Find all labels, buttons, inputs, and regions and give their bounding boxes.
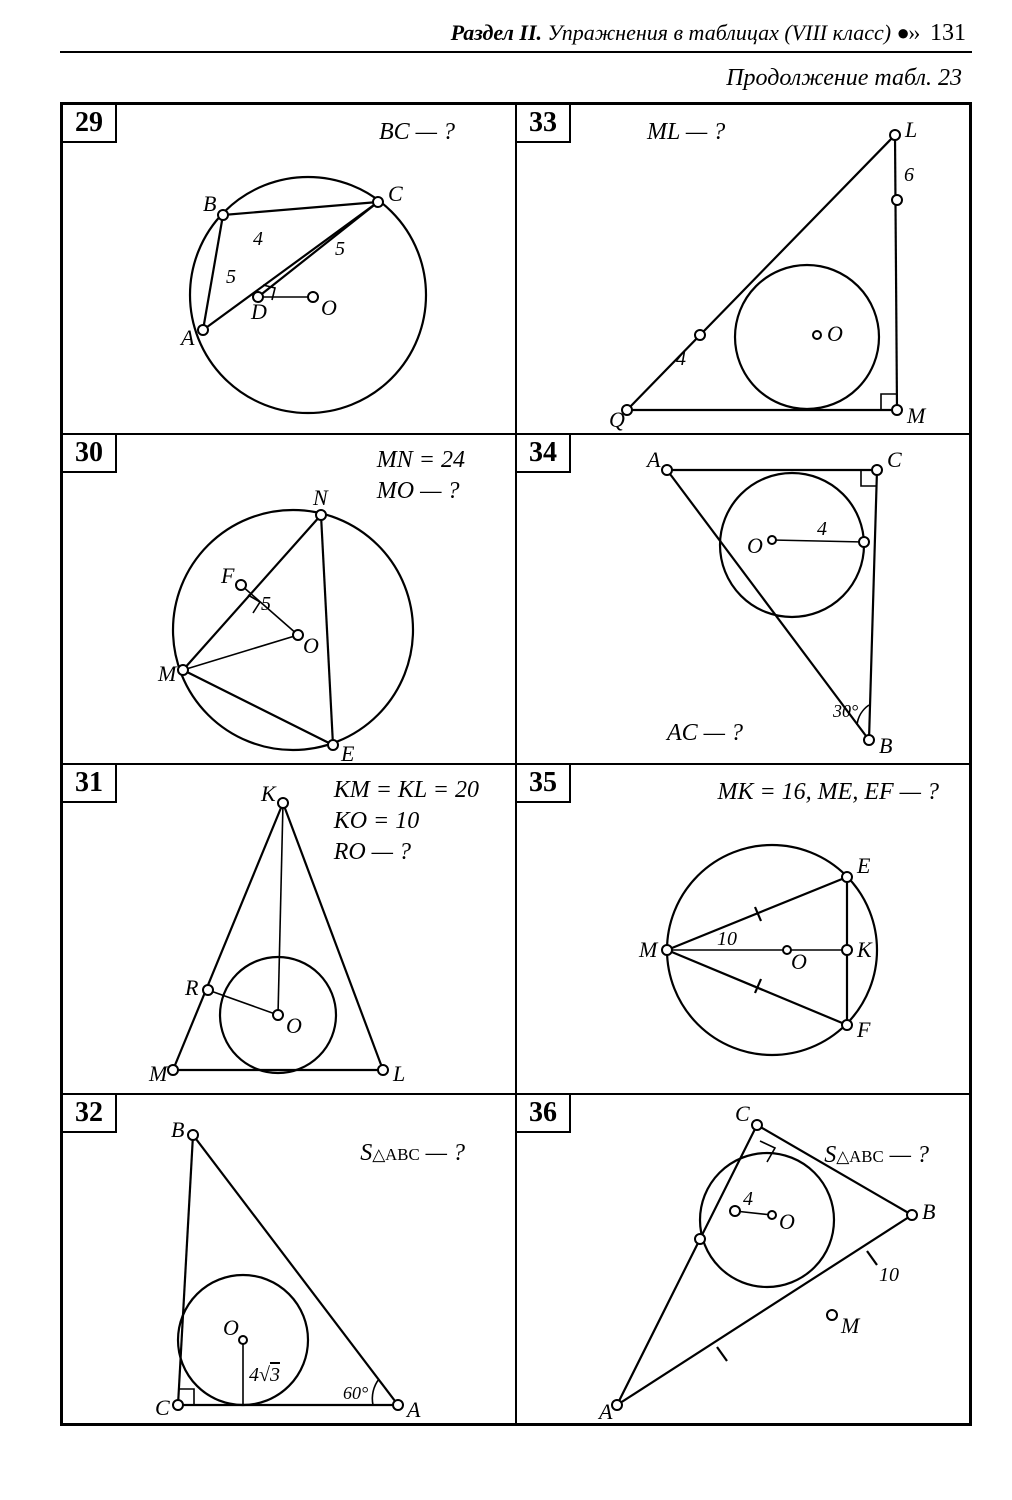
svg-text:Q: Q [609,407,625,432]
svg-text:4: 4 [743,1188,753,1210]
svg-text:5: 5 [226,266,236,288]
svg-text:6: 6 [904,164,914,186]
svg-text:10: 10 [879,1264,899,1286]
page: Раздел II. Упражнения в таблицах (VIII к… [0,0,1012,1500]
figure-34: A C B O 4 30° [517,435,967,764]
svg-text:M: M [638,937,659,962]
svg-text:N: N [312,485,329,510]
svg-text:M: M [148,1061,169,1086]
svg-text:O: O [303,633,319,658]
problem-grid: 29 BC — ? A B C D O 4 5 5 [60,102,972,1426]
svg-text:10: 10 [717,928,737,950]
header-rule [60,51,972,53]
page-number: 131 [930,20,966,46]
svg-text:4: 4 [676,348,686,370]
cell-34: 34 AC — ? A C B O 4 30° [516,434,970,764]
ornament-icon: ●›› [897,20,919,45]
svg-text:4: 4 [253,228,263,250]
svg-text:O: O [747,533,763,558]
figure-29: A B C D O 4 5 5 [63,105,513,434]
svg-text:B: B [879,733,892,758]
svg-text:K: K [260,781,277,806]
svg-text:60°: 60° [343,1383,368,1403]
cell-36: 36 S△ABC — ? A B C M O 4 [516,1094,970,1424]
svg-text:4: 4 [817,518,827,540]
svg-text:O: O [286,1013,302,1038]
cell-32: 32 S△ABC — ? A B C O 4√3 60° [62,1094,516,1424]
svg-text:A: A [645,447,661,472]
svg-text:O: O [321,295,337,320]
figure-31: K M L R O [63,765,513,1094]
svg-text:B: B [171,1117,184,1142]
figure-32: A B C O 4√3 60° [63,1095,513,1424]
svg-text:L: L [904,117,917,142]
svg-text:E: E [856,853,871,878]
running-head: Раздел II. Упражнения в таблицах (VIII к… [60,20,972,47]
svg-text:A: A [405,1397,421,1422]
cell-31: 31 KM = KL = 20 KO = 10 RO — ? K M L R O [62,764,516,1094]
svg-text:O: O [223,1315,239,1340]
section-label: Раздел II. [451,20,542,45]
cell-29: 29 BC — ? A B C D O 4 5 5 [62,104,516,434]
figure-35: M E F K O 10 [517,765,967,1094]
svg-text:5: 5 [261,593,271,615]
cell-30: 30 MN = 24 MO — ? M N E F O 5 [62,434,516,764]
svg-text:M: M [840,1313,861,1338]
svg-text:A: A [597,1399,613,1424]
svg-text:O: O [779,1209,795,1234]
svg-text:C: C [388,181,403,206]
svg-text:A: A [179,325,195,350]
svg-text:M: M [157,661,178,686]
svg-text:K: K [856,937,873,962]
svg-text:O: O [827,321,843,346]
svg-text:C: C [735,1101,750,1126]
svg-text:30°: 30° [832,701,858,721]
section-title: Упражнения в таблицах (VIII класс) [548,20,892,45]
svg-text:F: F [856,1017,871,1042]
cell-33: 33 ML — ? L M Q O 4 6 [516,104,970,434]
svg-text:L: L [392,1061,405,1086]
figure-33: L M Q O 4 6 [517,105,967,434]
svg-text:R: R [184,975,199,1000]
svg-text:B: B [203,191,216,216]
table-caption: Продолжение табл. 23 [60,65,962,92]
svg-text:4√3: 4√3 [249,1364,280,1386]
svg-text:E: E [340,741,355,764]
figure-36: A B C M O 4 10 [517,1095,967,1424]
svg-text:F: F [220,563,235,588]
svg-text:C: C [155,1395,170,1420]
svg-text:D: D [250,299,267,324]
svg-text:M: M [906,403,927,428]
cell-35: 35 MK = 16, ME, EF — ? M E F K O 10 [516,764,970,1094]
svg-text:O: O [791,949,807,974]
svg-text:B: B [922,1199,935,1224]
figure-30: M N E F O 5 [63,435,513,764]
svg-text:C: C [887,447,902,472]
svg-text:5: 5 [335,238,345,260]
